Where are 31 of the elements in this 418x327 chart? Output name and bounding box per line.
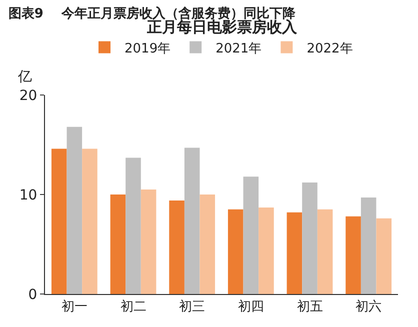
x-tick-label: 初三 [179,300,206,315]
legend-label: 2019年 [124,41,171,56]
legend-label: 2021年 [216,41,262,56]
y-tick-label: 10 [19,187,38,204]
x-tick-label: 初四 [238,300,264,315]
bar [317,209,333,294]
bar [200,194,216,294]
x-tick-label: 初六 [356,300,382,315]
bar [360,197,376,294]
bar [228,209,244,294]
bar [302,182,318,294]
bar [258,207,274,294]
bar [51,148,67,294]
bar [243,176,259,294]
x-tick-label: 初一 [61,300,88,315]
bar [169,200,184,294]
bar [110,194,126,294]
bar [126,158,141,294]
y-tick-label: 20 [19,88,38,104]
x-tick-label: 初二 [120,300,146,315]
x-tick-label: 初五 [296,300,323,315]
y-tick-label: 0 [28,286,38,303]
bar [286,212,302,294]
legend-label: 2022年 [306,41,353,56]
bar [184,148,200,294]
bar [346,216,361,294]
bar [66,126,82,294]
bar [140,190,156,294]
bar [82,148,98,294]
y-axis-title: 亿 [17,69,32,85]
bar [376,218,392,294]
